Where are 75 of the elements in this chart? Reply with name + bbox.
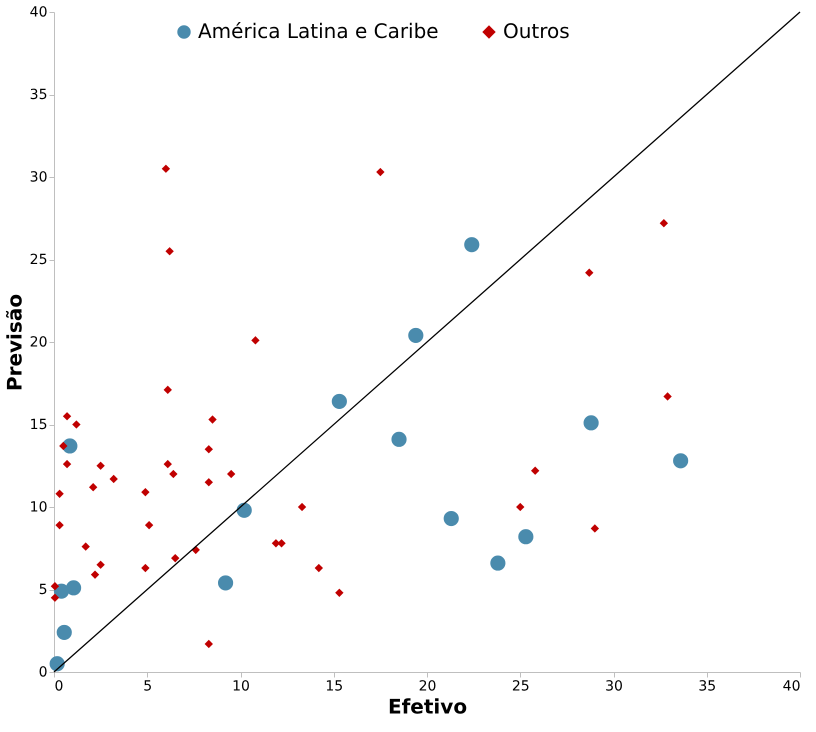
point [391, 432, 407, 447]
point [530, 466, 540, 475]
point [660, 219, 668, 228]
point [50, 656, 65, 672]
point [88, 483, 98, 492]
point [55, 520, 64, 530]
x-tick-label: 5 [143, 678, 152, 694]
point [50, 594, 60, 602]
x-tick-label: 10 [232, 678, 250, 694]
y-tick-label: 40 [30, 4, 48, 20]
y-tick-label: 35 [30, 87, 48, 103]
point [72, 420, 81, 429]
point [62, 412, 72, 420]
point [56, 624, 72, 640]
point [464, 237, 480, 252]
point [332, 394, 347, 409]
y-tick-label: 10 [30, 500, 48, 516]
point [141, 488, 150, 496]
point [59, 442, 68, 450]
point [169, 470, 178, 478]
point [141, 564, 150, 572]
point [251, 336, 260, 345]
point [171, 554, 180, 562]
legend-label: América Latina e Caribe [198, 19, 439, 43]
point [218, 575, 234, 590]
point [90, 570, 100, 579]
point [335, 588, 344, 597]
y-tick-label: 25 [30, 252, 48, 268]
x-tick-label: 30 [605, 678, 623, 694]
point [62, 460, 72, 468]
point [204, 640, 213, 648]
point [376, 168, 385, 176]
point [314, 564, 324, 572]
y-tick-label: 15 [30, 417, 48, 433]
point [164, 386, 172, 394]
point [518, 529, 534, 544]
y-axis-title: Previsão [2, 294, 27, 392]
point [490, 556, 506, 571]
point [55, 490, 64, 498]
point [226, 470, 236, 478]
point [204, 478, 213, 486]
x-tick-label: 40 [782, 678, 800, 694]
x-tick-label: 20 [418, 678, 436, 694]
point [584, 415, 599, 430]
x-tick-label: 0 [54, 678, 64, 694]
point [663, 392, 672, 401]
y-tick-label: 20 [30, 334, 48, 350]
point [236, 502, 252, 518]
point [96, 462, 105, 470]
y-tick-label: 30 [30, 170, 48, 186]
point [516, 502, 524, 512]
point [144, 520, 154, 530]
point [408, 328, 424, 343]
x-tick-label: 15 [325, 678, 344, 694]
point [50, 582, 60, 590]
y-tick-label: 5 [38, 582, 48, 598]
point [162, 164, 170, 173]
point [204, 445, 213, 454]
point [590, 524, 600, 533]
point [66, 580, 82, 596]
point [165, 247, 174, 256]
x-axis-title: Efetivo [388, 694, 468, 718]
point [585, 268, 594, 277]
point [164, 460, 172, 468]
point [444, 510, 459, 526]
legend-label: Outros [503, 19, 570, 43]
point [208, 415, 217, 424]
point [109, 474, 118, 484]
x-tick-label: 25 [512, 678, 530, 694]
point [298, 502, 306, 512]
point [673, 453, 688, 468]
x-tick-label: 35 [698, 678, 716, 694]
point [82, 542, 90, 551]
y-tick-label: 0 [38, 664, 48, 680]
point [96, 560, 105, 569]
